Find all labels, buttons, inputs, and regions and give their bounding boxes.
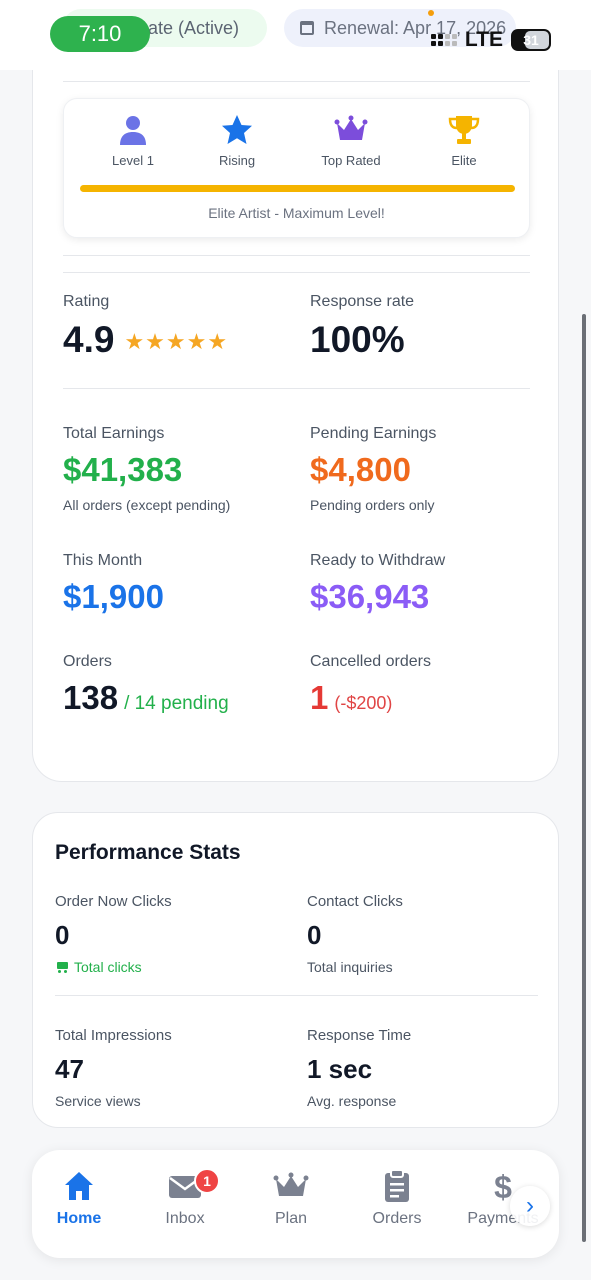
ready-to-withdraw-label: Ready to Withdraw (310, 552, 446, 569)
nav-item-orders[interactable]: Orders (350, 1168, 444, 1228)
orders-label: Orders (63, 653, 112, 670)
bottom-nav: Home 1 Inbox Plan Orders $ Payments › (32, 1150, 559, 1258)
performance-stats-card: Performance Stats Order Now Clicks 0 Tot… (32, 812, 559, 1128)
total-earnings-stat: Total Earnings $41,383 All orders (excep… (63, 425, 230, 513)
pending-earnings-label: Pending Earnings (310, 425, 437, 442)
pending-earnings-value: $4,800 (310, 451, 411, 488)
clipboard-icon (385, 1169, 409, 1202)
level-item-elite: Elite (409, 113, 519, 168)
ready-to-withdraw-stat: Ready to Withdraw $36,943 (310, 552, 445, 616)
rating-label: Rating (63, 293, 110, 310)
level-progress-box: Level 1 Rising Top Rated Elite (63, 98, 530, 238)
response-time-sub: Avg. response (307, 1093, 397, 1109)
total-earnings-sub: All orders (except pending) (63, 497, 231, 513)
order-now-sub: Total clicks (55, 959, 172, 975)
order-now-sub-text: Total clicks (74, 959, 142, 975)
cancelled-orders-value: 1 (310, 679, 329, 716)
divider (63, 388, 530, 389)
profile-summary-card: Level 1 Rising Top Rated Elite (32, 0, 559, 782)
level-progress-bar (80, 185, 515, 192)
divider (63, 81, 530, 82)
nav-item-plan[interactable]: Plan (244, 1168, 338, 1228)
rating-value: 4.9 (63, 319, 115, 360)
level-label: Rising (218, 153, 256, 168)
cart-icon (55, 961, 69, 973)
calendar-icon (300, 21, 314, 35)
crown-icon (273, 1172, 309, 1196)
nav-item-inbox[interactable]: 1 Inbox (138, 1168, 232, 1228)
inbox-badge: 1 (194, 1168, 220, 1194)
cancelled-orders-note: (-$200) (334, 693, 393, 713)
response-rate-stat: Response rate 100% (310, 293, 414, 361)
nav-label: Orders (372, 1210, 422, 1227)
crown-icon (334, 115, 368, 140)
user-icon (120, 116, 146, 145)
total-impressions-stat: Total Impressions 47 Service views (55, 1027, 172, 1109)
level-label: Elite (451, 153, 477, 168)
impressions-sub: Service views (55, 1093, 141, 1109)
home-icon (65, 1172, 93, 1200)
dollar-icon: $ (494, 1169, 512, 1204)
trophy-icon (448, 116, 480, 144)
system-icons: LTE 31 (430, 28, 551, 52)
level-caption: Elite Artist - Maximum Level! (208, 205, 385, 221)
cancelled-orders-label: Cancelled orders (310, 653, 431, 670)
response-time-label: Response Time (307, 1027, 412, 1044)
battery-level: 31 (523, 32, 539, 48)
response-rate-label: Response rate (310, 293, 415, 310)
order-now-clicks-stat: Order Now Clicks 0 Total clicks (55, 893, 172, 975)
nav-item-home[interactable]: Home (32, 1168, 126, 1228)
contact-sub: Total inquiries (307, 959, 393, 975)
impressions-value: 47 (55, 1054, 84, 1084)
nav-scroll-right-button[interactable]: › (510, 1186, 550, 1226)
contact-clicks-stat: Contact Clicks 0 Total inquiries (307, 893, 403, 975)
renewal-text: Renewal: Apr 17, 2026 (324, 17, 507, 38)
level-item-level-1: Level 1 (78, 113, 188, 168)
level-label: Level 1 (112, 153, 154, 168)
total-earnings-value: $41,383 (63, 451, 183, 488)
network-type: LTE (464, 28, 503, 51)
order-now-label: Order Now Clicks (55, 893, 172, 910)
nav-label: Home (56, 1210, 102, 1227)
battery-icon: 31 (511, 29, 551, 51)
response-time-value: 1 sec (307, 1054, 373, 1084)
svg-text:$: $ (494, 1169, 512, 1204)
contact-label: Contact Clicks (307, 893, 403, 910)
rating-stat: Rating 4.9 ★★★★★ (63, 293, 228, 361)
nav-label: Plan (274, 1210, 308, 1227)
this-month-stat: This Month $1,900 (63, 552, 164, 616)
nav-label: Inbox (165, 1210, 205, 1227)
response-rate-value: 100% (310, 319, 405, 360)
camera-indicator-dot (428, 10, 434, 16)
scrollbar[interactable] (582, 314, 586, 1242)
orders-value: 138 (63, 679, 119, 716)
renewal-pill[interactable]: Renewal: Apr 17, 2026 (284, 9, 516, 47)
status-time: 7:10 (50, 16, 150, 52)
cancelled-orders-stat: Cancelled orders 1 (-$200) (310, 653, 431, 717)
this-month-label: This Month (63, 552, 143, 569)
level-item-top-rated: Top Rated (296, 113, 406, 168)
level-item-rising: Rising (182, 113, 292, 168)
divider (55, 995, 538, 996)
this-month-value: $1,900 (63, 578, 164, 615)
divider (63, 272, 530, 273)
star-icon (222, 115, 252, 144)
plan-status-text: ate (Active) (148, 17, 240, 38)
pending-earnings-sub: Pending orders only (310, 497, 435, 513)
total-earnings-label: Total Earnings (63, 425, 165, 442)
orders-pending-note: / 14 pending (124, 693, 229, 714)
performance-title: Performance Stats (55, 841, 241, 864)
ready-to-withdraw-value: $36,943 (310, 578, 430, 615)
response-time-stat: Response Time 1 sec Avg. response (307, 1027, 411, 1109)
level-label: Top Rated (321, 153, 381, 168)
divider (63, 255, 530, 256)
order-now-value: 0 (55, 920, 70, 950)
rating-stars-icon: ★★★★★ (124, 329, 229, 354)
signal-icon (430, 34, 457, 46)
orders-stat: Orders 138/ 14 pending (63, 653, 229, 717)
contact-value: 0 (307, 920, 322, 950)
impressions-label: Total Impressions (55, 1027, 172, 1044)
pending-earnings-stat: Pending Earnings $4,800 Pending orders o… (310, 425, 436, 513)
